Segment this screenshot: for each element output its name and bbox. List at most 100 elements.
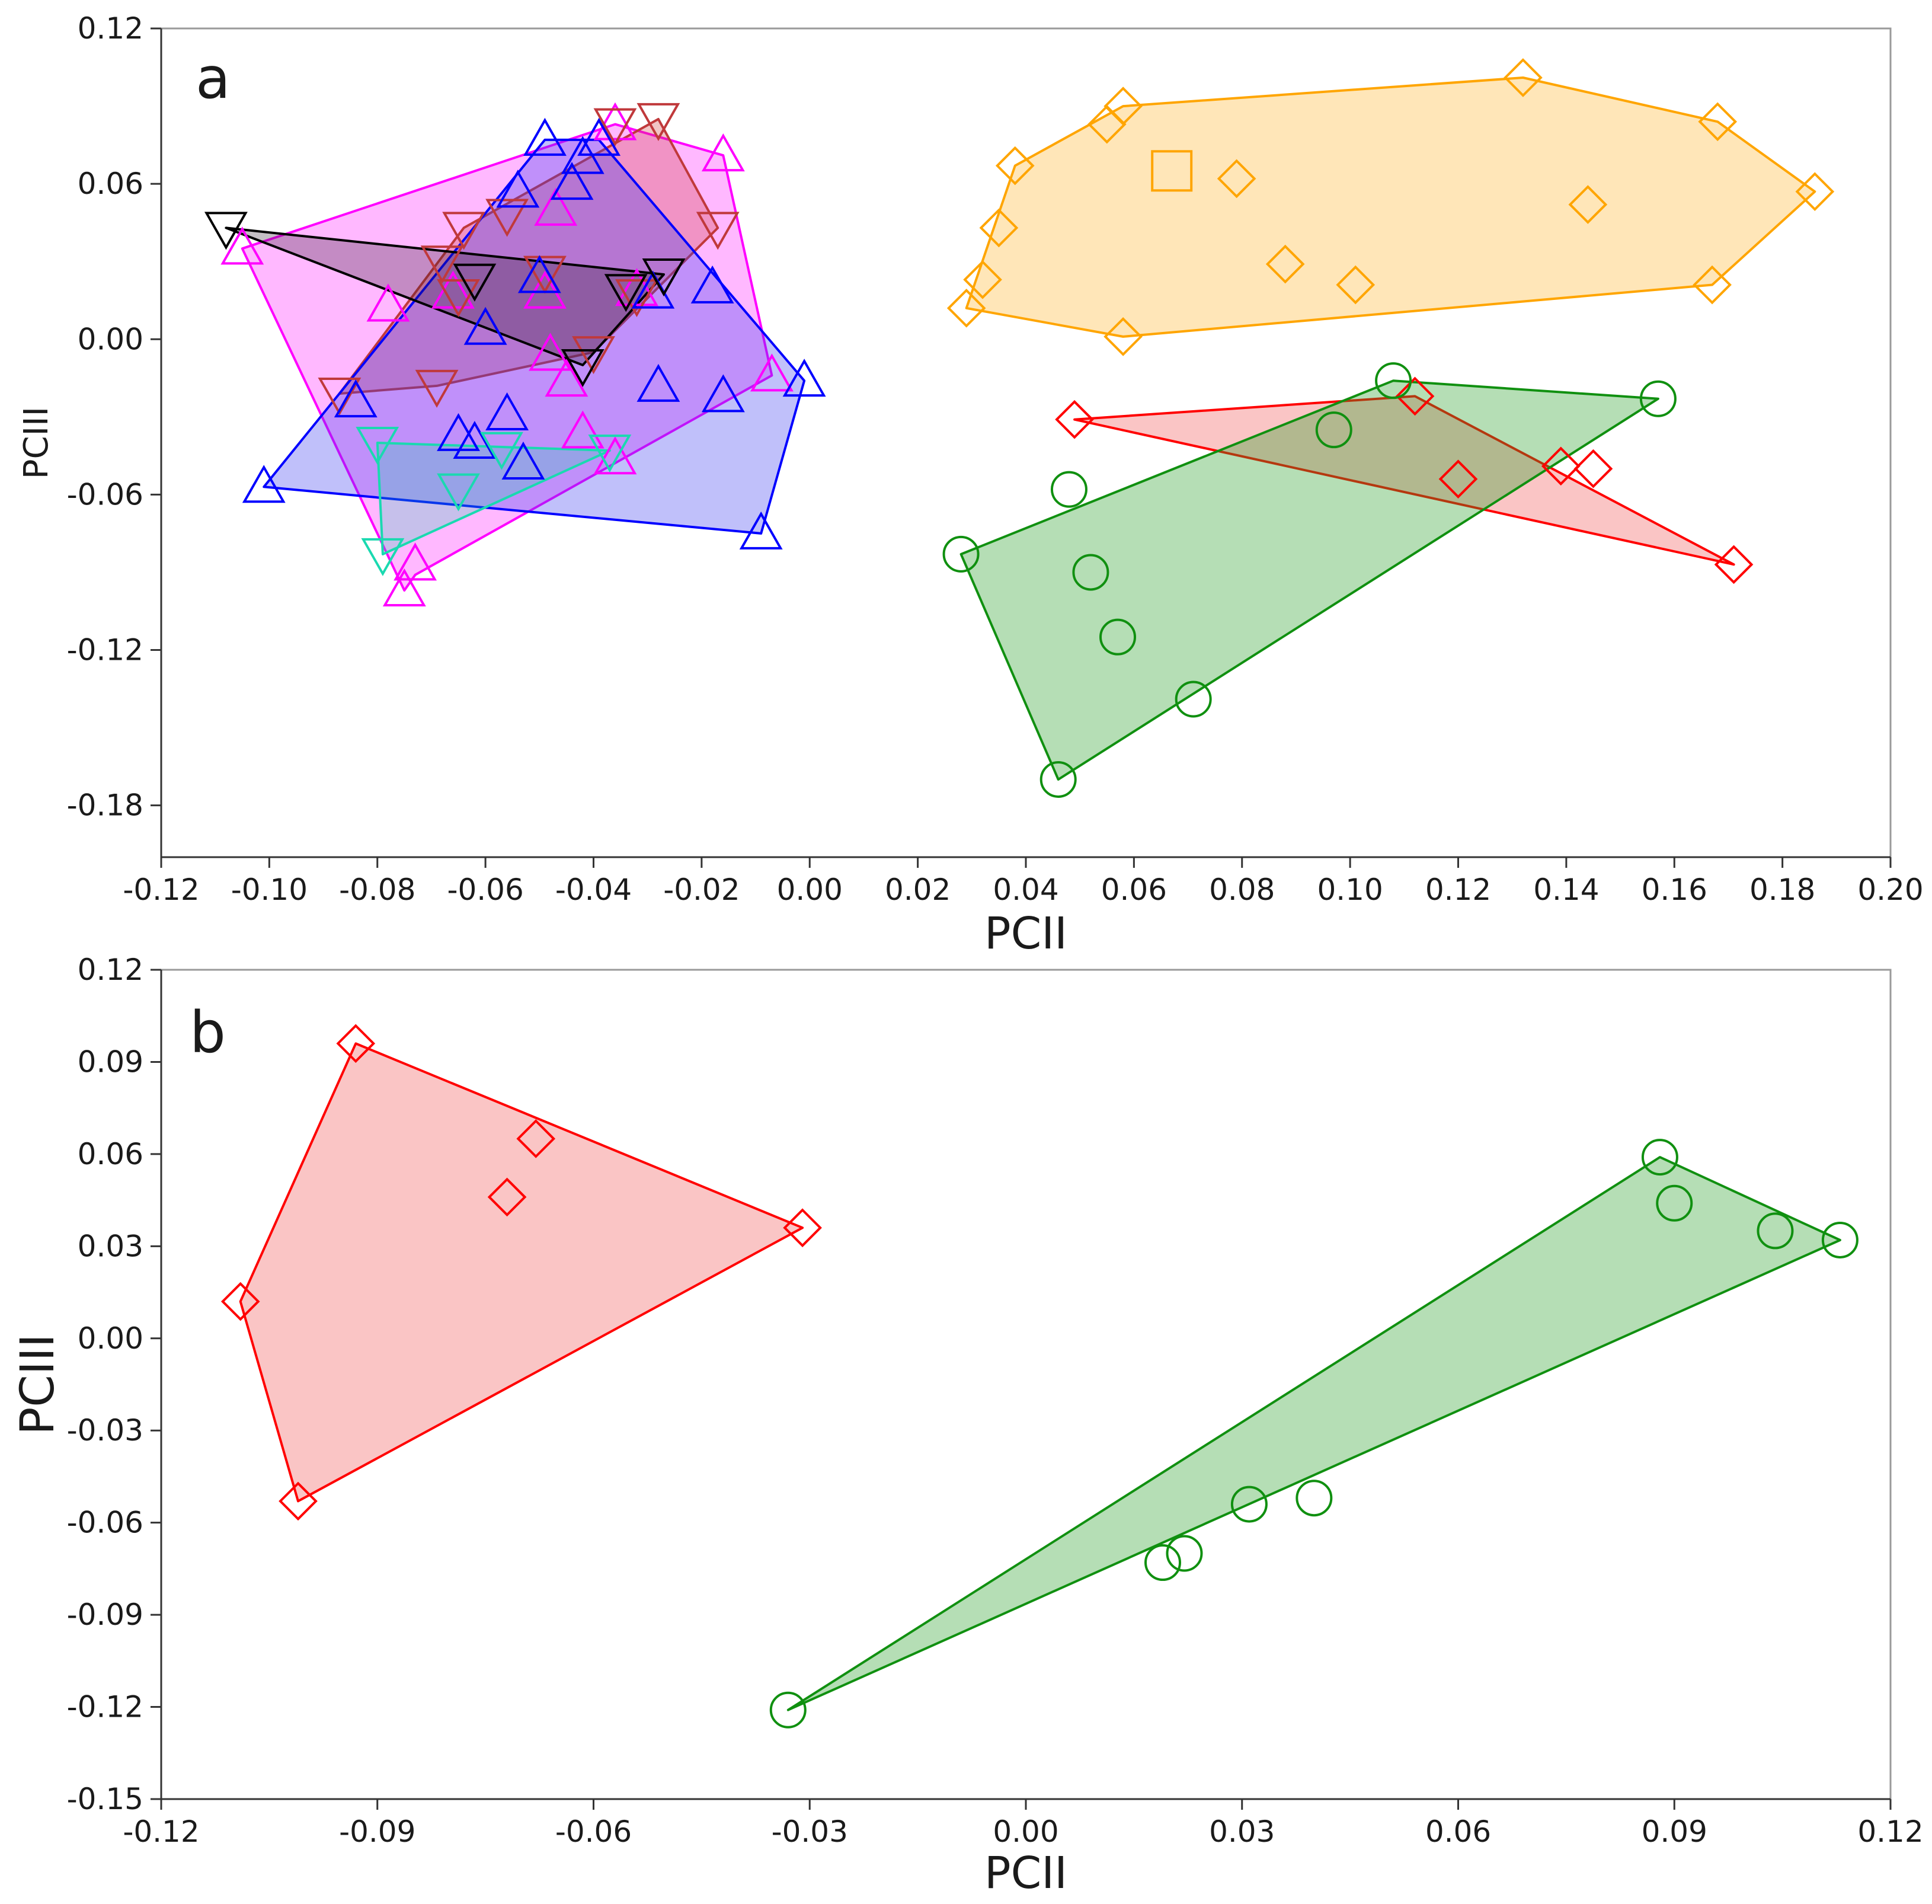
data-point [361,538,405,576]
x-tick-label: 0.12 [1857,1814,1923,1849]
y-axis-title: PCIII [11,1334,65,1435]
data-point [1166,1535,1203,1572]
data-point [437,413,480,451]
series-group-green [769,1139,1859,1729]
x-tick-label: 0.00 [993,1814,1058,1849]
data-point [394,542,437,581]
data-point [946,288,986,328]
x-tick-label: 0.04 [993,873,1058,907]
y-tick-label: -0.09 [67,1598,143,1632]
y-tick-label: 0.03 [78,1229,143,1263]
data-point [485,392,529,430]
data-point [442,212,486,250]
data-point [615,279,658,318]
data-point [523,117,567,156]
x-tick-label: 0.06 [1101,873,1167,907]
data-point [1693,265,1732,305]
data-point [1217,159,1256,199]
data-point [220,1282,260,1321]
data-point [480,432,523,470]
data-point [279,1481,318,1521]
y-tick-label: -0.12 [67,633,143,667]
hull-group-red [239,1042,804,1503]
data-point [550,162,594,200]
x-tick-label: 0.18 [1749,873,1815,907]
hull-group-blue [263,138,806,535]
data-point [453,263,497,302]
data-point [523,255,567,294]
data-point [437,473,480,512]
data-point [1568,185,1608,224]
series-group-blue [242,117,826,550]
series-group-red [220,1024,822,1521]
x-tick-label: 0.06 [1425,1814,1491,1849]
data-point [545,359,588,397]
x-tick-label: -0.12 [123,1814,199,1849]
data-point [963,260,1002,299]
data-point [750,353,794,392]
x-tick-label: 0.20 [1857,873,1923,907]
x-tick-label: -0.02 [663,873,740,907]
data-point [782,359,826,397]
data-point [1230,1485,1268,1523]
data-point [1639,380,1677,417]
panel-b: -0.12 -0.09 -0.06 -0.03 0.00 0.03 0.06 0.09 0.12… [11,953,1924,1899]
data-point [1438,459,1478,499]
data-point [1395,376,1435,416]
data-point [1714,545,1754,584]
y-axis-title: PCIII [17,407,56,479]
data-point [420,245,464,284]
data-point [1050,471,1087,508]
y-tick-label: -0.12 [67,1690,143,1724]
x-tick-label: 0.00 [777,873,843,907]
data-point [1103,317,1143,356]
x-tick-label: 0.08 [1209,873,1275,907]
series-group-teal [356,427,632,576]
data-point [453,420,497,459]
data-point [516,1119,556,1158]
data-point [1072,554,1109,591]
panel-label: b [190,999,226,1066]
series-group-brown [318,103,740,416]
y-tick-label: 0.12 [78,11,143,46]
data-point [517,255,561,293]
data-point [366,283,410,322]
data-point [1641,1139,1678,1176]
data-point [701,133,745,172]
data-point [523,270,567,309]
data-point [496,170,540,208]
y-tick-label: 0.00 [78,1321,143,1356]
data-point [1039,761,1077,798]
data-point [1087,104,1127,144]
data-point [437,279,480,318]
x-axis-title: PCII [984,1848,1067,1899]
series-group-orange [946,58,1835,356]
y-tick-label: -0.03 [67,1413,143,1448]
data-point [1757,1212,1794,1250]
data-point [463,306,507,345]
data-point [588,435,632,473]
data-point [356,427,399,465]
data-point [604,274,648,312]
hull-group-black [225,226,665,366]
data-point [1698,102,1738,142]
x-tick-label: 0.10 [1317,873,1383,907]
data-point [242,465,286,503]
x-tick-label: -0.06 [447,873,523,907]
data-point [534,187,578,226]
x-tick-label: -0.06 [555,1814,632,1849]
series-group-magenta [220,102,794,607]
data-point [593,102,637,140]
x-tick-label: -0.10 [231,873,308,907]
y-tick-label: -0.06 [67,1506,143,1540]
x-tick-label: -0.08 [339,873,415,907]
data-point [1265,244,1305,284]
data-point [1315,411,1352,449]
x-tick-label: -0.03 [772,1814,848,1849]
x-tick-label: 0.03 [1209,1814,1275,1849]
y-tick-label: 0.06 [78,167,143,201]
data-point [318,377,362,416]
data-point [529,333,572,371]
data-point [572,336,615,375]
data-point [979,208,1019,248]
